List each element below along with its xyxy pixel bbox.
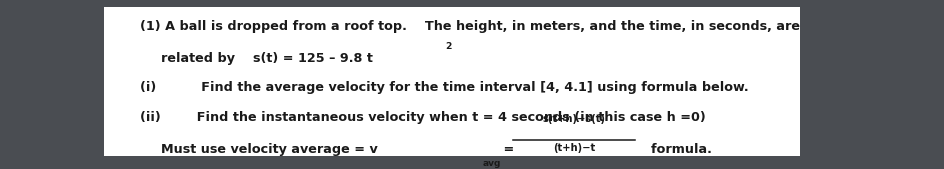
Text: (i)          Find the average velocity for the time interval [4, 4.1] using form: (i) Find the average velocity for the ti… <box>140 81 748 94</box>
Text: (t+h)−t: (t+h)−t <box>552 143 595 153</box>
Text: avg: avg <box>481 159 500 168</box>
Text: =: = <box>498 143 514 156</box>
Text: formula.: formula. <box>641 143 711 156</box>
FancyBboxPatch shape <box>104 6 799 156</box>
Text: s(t+h)−s(t): s(t+h)−s(t) <box>542 114 605 124</box>
Text: related by    s(t) = 125 – 9.8 t: related by s(t) = 125 – 9.8 t <box>160 52 372 65</box>
Text: (ii)        Find the instantaneous velocity when t = 4 seconds (in this case h =: (ii) Find the instantaneous velocity whe… <box>140 111 705 124</box>
Text: 2: 2 <box>446 42 451 51</box>
Text: (1) A ball is dropped from a roof top.    The height, in meters, and the time, i: (1) A ball is dropped from a roof top. T… <box>140 19 800 32</box>
Text: Must use velocity average = v: Must use velocity average = v <box>160 143 378 156</box>
